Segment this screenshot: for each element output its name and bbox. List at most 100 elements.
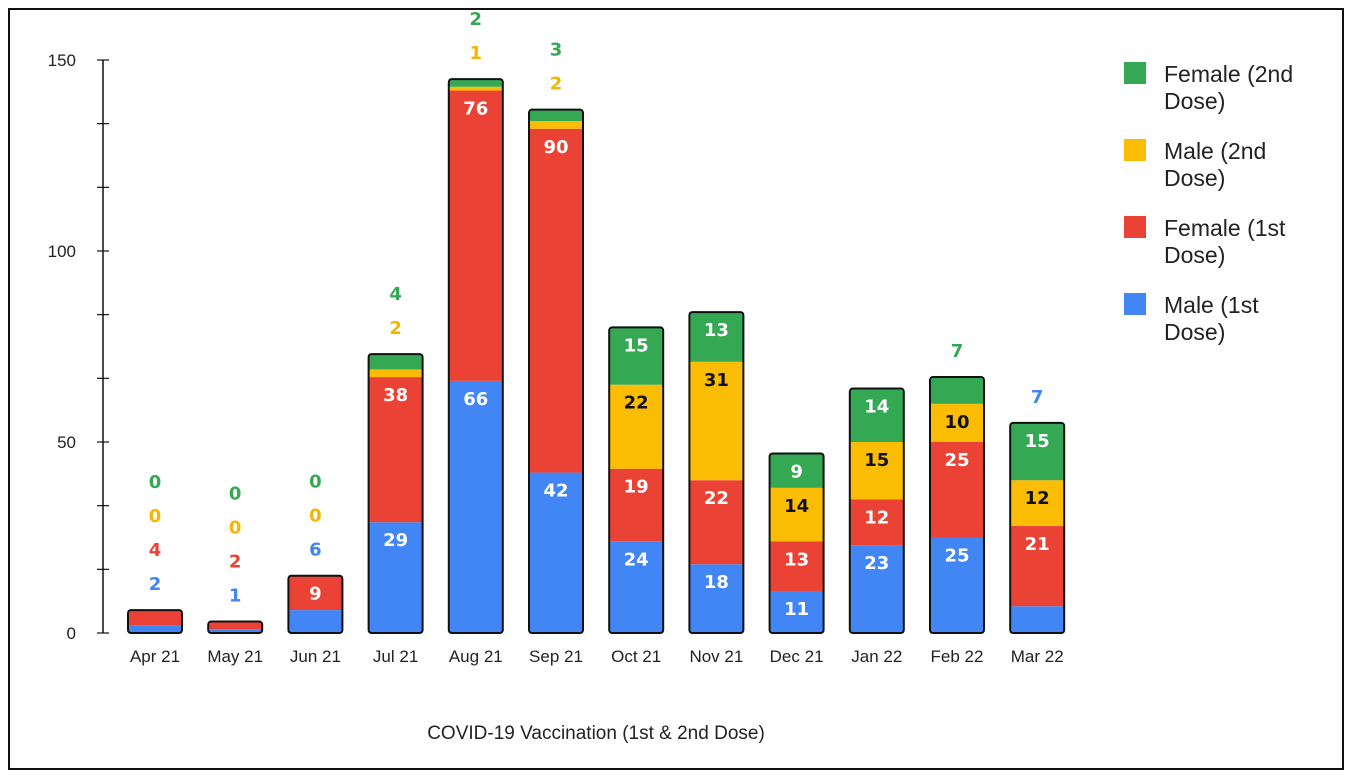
bar-outline (848, 387, 905, 634)
bar-segment (1010, 422, 1065, 481)
data-label: 6 (309, 540, 322, 561)
bar-outline (207, 620, 264, 634)
data-label: 2 (470, 9, 483, 30)
bar-segment (609, 384, 664, 469)
x-tick-label: Jan 22 (851, 647, 902, 666)
data-label: 22 (704, 488, 729, 509)
bar-segment (769, 453, 824, 488)
bar-segment (529, 472, 583, 633)
data-label: 0 (229, 484, 242, 505)
bar-segment (849, 388, 904, 442)
data-label: 2 (149, 574, 162, 595)
bar-segment (609, 541, 664, 633)
bar-segment (208, 629, 263, 633)
data-labels-layer: 2400120069002938246676124290232419221518… (149, 9, 1050, 620)
bar-segment (288, 610, 343, 633)
legend-label: Female (2nd (1164, 61, 1293, 87)
legend-swatch (1124, 293, 1146, 315)
bar-segment (689, 480, 744, 565)
bar-outline (287, 574, 344, 635)
legend-label: Male (1st (1164, 292, 1259, 318)
bar-segment (448, 79, 503, 87)
legend-swatch (1124, 216, 1146, 238)
data-label: 25 (944, 450, 969, 471)
data-label: 76 (463, 99, 488, 120)
data-label: 66 (463, 389, 488, 410)
x-tick-label: Sep 21 (529, 647, 583, 666)
bar-segment (368, 377, 423, 523)
y-tick-label: 50 (57, 433, 76, 452)
y-tick-label: 100 (48, 242, 76, 261)
x-tick-label: May 21 (207, 647, 263, 666)
data-label: 2 (550, 74, 563, 95)
bar-segment (930, 377, 984, 404)
data-label: 14 (864, 397, 889, 418)
bar-segment (769, 590, 824, 633)
data-label: 4 (149, 540, 162, 561)
legend-label: Dose) (1164, 165, 1225, 191)
bar-outline (688, 311, 745, 634)
data-label: 13 (704, 320, 729, 341)
bar-segment (689, 361, 744, 481)
data-label: 0 (149, 506, 162, 527)
bar-segment (930, 537, 984, 633)
bar-segment (609, 327, 664, 385)
legend-label: Dose) (1164, 242, 1225, 268)
bar-segment (208, 621, 263, 630)
data-label: 42 (543, 481, 568, 502)
data-label: 13 (784, 549, 809, 570)
data-label: 12 (1025, 488, 1050, 509)
bar-outline (367, 353, 424, 634)
data-label: 19 (624, 477, 649, 498)
bar-segment (128, 610, 182, 626)
bars-layer (127, 78, 1066, 635)
bar-outline (127, 609, 183, 635)
data-label: 10 (944, 412, 969, 433)
chart-frame (8, 8, 1344, 770)
data-label: 15 (624, 335, 649, 356)
x-tick-label: Feb 22 (931, 647, 984, 666)
bar-segment (930, 403, 984, 442)
bar-segment (769, 487, 824, 542)
legend-swatch (1124, 139, 1146, 161)
x-tick-label: Apr 21 (130, 647, 180, 666)
bar-segment (1010, 526, 1065, 607)
x-tick-label: Oct 21 (611, 647, 661, 666)
chart-title: COVID-19 Vaccination (1st & 2nd Dose) (427, 723, 765, 744)
data-label: 2 (229, 552, 242, 573)
data-label: 12 (864, 507, 889, 528)
bar-segment (529, 121, 583, 129)
data-label: 0 (309, 472, 322, 493)
data-label: 21 (1025, 534, 1050, 555)
bar-segment (529, 128, 583, 473)
data-label: 29 (383, 530, 408, 551)
data-label: 24 (624, 549, 649, 570)
data-label: 15 (864, 450, 889, 471)
bar-outline (1009, 421, 1066, 634)
bar-segment (689, 564, 744, 633)
x-tick-label: Dec 21 (770, 647, 824, 666)
bar-segment (368, 522, 423, 633)
legend-label: Male (2nd (1164, 138, 1266, 164)
x-tick-label: Mar 22 (1011, 647, 1064, 666)
legend-label: Dose) (1164, 88, 1225, 114)
x-tick-label: Jul 21 (373, 647, 418, 666)
data-label: 7 (1031, 387, 1044, 408)
data-label: 38 (383, 385, 408, 406)
legend-label: Dose) (1164, 319, 1225, 345)
bar-segment (288, 575, 343, 611)
y-tick-label: 0 (67, 624, 76, 643)
data-label: 25 (944, 546, 969, 567)
x-tick-label: Jun 21 (290, 647, 341, 666)
bar-segment (368, 354, 423, 370)
bar-outline (447, 78, 504, 635)
bar-outline (608, 326, 665, 634)
bar-segment (930, 442, 984, 538)
bar-segment (609, 468, 664, 542)
data-label: 22 (624, 393, 649, 414)
bar-segment (1010, 606, 1065, 633)
data-label: 9 (309, 584, 322, 605)
